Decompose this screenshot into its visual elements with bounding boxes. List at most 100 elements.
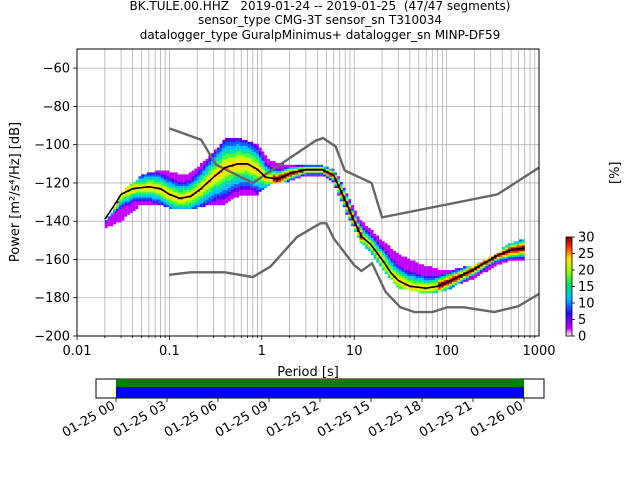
psd-cell bbox=[160, 197, 164, 200]
psd-cell bbox=[185, 193, 189, 196]
psd-cell bbox=[222, 191, 226, 194]
psd-cell bbox=[199, 199, 203, 202]
psd-cell bbox=[163, 187, 167, 190]
psd-cell bbox=[188, 206, 192, 210]
psd-cell bbox=[121, 216, 125, 219]
psd-cell bbox=[141, 174, 145, 177]
psd-cell bbox=[169, 199, 172, 202]
psd-cell bbox=[213, 166, 217, 169]
psd-cell bbox=[171, 189, 175, 192]
psd-cell bbox=[208, 174, 212, 177]
psd-cell bbox=[160, 176, 164, 179]
psd-cell bbox=[404, 279, 408, 282]
psd-cell bbox=[135, 203, 139, 206]
timeline-tick-label: 01-25 03 bbox=[111, 398, 169, 440]
psd-cell bbox=[113, 220, 117, 223]
psd-cell bbox=[205, 159, 209, 162]
psd-cell bbox=[227, 141, 231, 145]
psd-cell bbox=[177, 178, 181, 181]
psd-cell bbox=[353, 218, 357, 221]
psd-cell bbox=[157, 189, 161, 192]
psd-cell bbox=[381, 264, 385, 267]
psd-cell bbox=[166, 203, 170, 206]
psd-cell bbox=[423, 266, 427, 269]
psd-cell bbox=[418, 269, 422, 273]
title-line-1: BK.TULE.00.HHZ 2019-01-24 -- 2019-01-25 … bbox=[129, 0, 511, 13]
psd-cell bbox=[272, 181, 276, 185]
psd-cell bbox=[440, 269, 444, 273]
psd-cell bbox=[381, 243, 385, 246]
psd-cell bbox=[113, 210, 117, 213]
psd-cell bbox=[194, 170, 198, 173]
psd-cell bbox=[272, 160, 276, 164]
psd-cell bbox=[519, 241, 522, 244]
psd-cell bbox=[144, 174, 147, 177]
psd-cell bbox=[205, 203, 209, 206]
psd-cell bbox=[390, 256, 394, 259]
psd-cell bbox=[208, 172, 212, 175]
psd-cell bbox=[244, 164, 248, 167]
psd-cell bbox=[169, 174, 172, 177]
psd-cell bbox=[261, 157, 265, 160]
psd-cell bbox=[320, 172, 324, 175]
psd-cell bbox=[213, 155, 217, 158]
psd-cell bbox=[197, 204, 200, 208]
psd-cell bbox=[373, 245, 377, 248]
psd-cell bbox=[236, 160, 240, 164]
psd-cell bbox=[202, 166, 206, 169]
timeline-tick-label: 01-25 18 bbox=[366, 398, 424, 440]
psd-cell bbox=[292, 164, 296, 167]
psd-cell bbox=[482, 268, 486, 271]
psd-cell bbox=[239, 137, 242, 141]
psd-cell bbox=[191, 180, 195, 183]
psd-cell bbox=[370, 231, 374, 234]
psd-cell bbox=[188, 203, 192, 206]
psd-cell bbox=[479, 271, 483, 275]
psd-cell bbox=[208, 176, 212, 179]
psd-cell bbox=[124, 189, 128, 192]
psd-cell bbox=[169, 181, 172, 185]
psd-cell bbox=[230, 139, 234, 143]
psd-cell bbox=[435, 283, 438, 286]
psd-cell bbox=[401, 287, 405, 290]
psd-cell bbox=[194, 180, 198, 183]
psd-cell bbox=[219, 157, 223, 160]
psd-cell bbox=[227, 180, 231, 183]
y-tick-label: −160 bbox=[34, 253, 70, 268]
psd-cell bbox=[225, 149, 228, 152]
psd-cell bbox=[426, 285, 430, 288]
psd-cell bbox=[395, 273, 399, 277]
psd-cell bbox=[205, 170, 209, 173]
psd-cell bbox=[261, 164, 265, 167]
psd-cell bbox=[356, 216, 360, 219]
psd-cell bbox=[250, 193, 254, 196]
psd-cell bbox=[247, 147, 251, 150]
psd-cell bbox=[404, 266, 408, 269]
psd-cell bbox=[118, 208, 122, 211]
psd-cell bbox=[241, 172, 245, 175]
psd-cell bbox=[174, 197, 178, 200]
psd-cell bbox=[185, 199, 189, 202]
psd-cell bbox=[227, 193, 231, 196]
psd-cell bbox=[216, 180, 220, 183]
psd-cell bbox=[381, 268, 385, 271]
psd-cell bbox=[446, 287, 450, 290]
psd-cell bbox=[157, 185, 161, 189]
psd-cell bbox=[376, 245, 380, 248]
psd-cell bbox=[180, 174, 184, 177]
psd-cell bbox=[183, 187, 186, 190]
psd-cell bbox=[163, 204, 167, 208]
psd-cell bbox=[255, 176, 259, 179]
psd-cell bbox=[146, 197, 150, 200]
psd-cell bbox=[163, 181, 167, 185]
psd-cell bbox=[426, 266, 430, 269]
psd-cell bbox=[155, 185, 158, 189]
psd-cell bbox=[174, 206, 178, 210]
psd-cell bbox=[222, 181, 226, 185]
psd-cell bbox=[488, 262, 492, 265]
psd-cell bbox=[222, 162, 226, 166]
psd-cell bbox=[339, 199, 343, 202]
psd-cell bbox=[423, 281, 427, 284]
psd-cell bbox=[225, 189, 228, 192]
psd-cell bbox=[460, 271, 464, 275]
